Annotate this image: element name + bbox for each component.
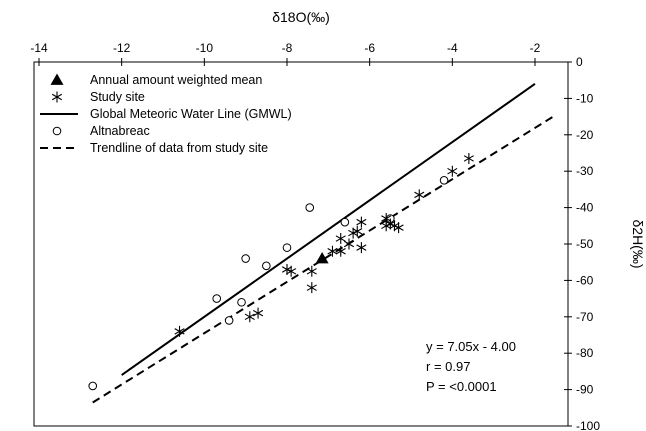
altnabreac-point (241, 254, 250, 263)
study-site-point (414, 189, 425, 201)
study-site-point (327, 245, 338, 257)
altnabreac-point (340, 217, 350, 227)
altnabreac-point (237, 297, 246, 307)
x-axis: -14 -12 -10 -8 -6 -4 -2 (30, 41, 541, 66)
legend: Annual amount weighted mean Study site Glo… (40, 73, 292, 155)
study-site-point (352, 225, 363, 237)
altnabreac-point (224, 316, 234, 325)
legend-swatch-asterisk (51, 91, 63, 103)
annotations: y = 7.05x - 4.00 r = 0.97 P = <0.0001 (426, 339, 516, 394)
y-tick-label: -20 (576, 128, 594, 142)
x-tick-label: -12 (113, 41, 131, 55)
legend-label: Trendline of data from study site (90, 141, 268, 155)
study-site-point (253, 307, 264, 319)
altnabreac-point (305, 203, 315, 212)
legend-swatch-filled-triangle (50, 73, 64, 85)
altnabreac-point (212, 294, 222, 303)
y-tick-label: -100 (576, 419, 600, 431)
y-tick-label: -40 (576, 201, 594, 215)
regression-annotation: r = 0.97 (426, 359, 470, 374)
study-site-point (174, 325, 185, 337)
y-tick-label: 0 (576, 55, 583, 69)
legend-label: Altnabreac (90, 124, 150, 138)
study-site-point (244, 311, 255, 323)
y-tick-label: -90 (576, 383, 594, 397)
study-site-point (356, 216, 367, 228)
altnabreac-point (439, 176, 449, 185)
study-site-point (335, 245, 346, 257)
legend-label: Study site (90, 90, 145, 104)
x-tick-label: -6 (364, 41, 375, 55)
legend-label: Global Meteoric Water Line (GMWL) (90, 107, 292, 121)
y-tick-label: -50 (576, 237, 594, 251)
regression-annotation: P = <0.0001 (426, 379, 497, 394)
weighted-mean-point (315, 252, 329, 264)
legend-swatch-open-circle (52, 126, 62, 136)
study-site-point (463, 152, 474, 164)
y-tick-label: -60 (576, 273, 594, 287)
x-tick-label: -14 (30, 41, 48, 55)
altnabreac-point (282, 243, 292, 252)
data-points (88, 152, 474, 391)
trend-lines (92, 83, 557, 404)
study-site-point (335, 233, 346, 245)
x-tick-label: -2 (530, 41, 541, 55)
study-site-point (447, 165, 458, 177)
study-site-point (343, 238, 355, 250)
y-tick-label: -10 (576, 91, 594, 105)
y-axis: 0 -10 -20 -30 -40 -50 -60 -70 -80 -90 -100 (564, 55, 600, 431)
y-tick-label: -80 (576, 346, 594, 360)
study-site-point (306, 282, 317, 294)
x-tick-label: -8 (282, 41, 293, 55)
altnabreac-point (262, 261, 271, 271)
x-tick-label: -10 (196, 41, 214, 55)
gmwl-line (121, 83, 536, 376)
x-axis-title: δ18O(‰) (272, 9, 330, 25)
y-tick-label: -30 (576, 164, 594, 178)
study-site-point (286, 265, 297, 277)
altnabreac-point (88, 381, 98, 391)
study-site-point (306, 265, 317, 277)
x-tick-label: -4 (447, 41, 458, 55)
study-site-point (393, 222, 404, 234)
y-tick-label: -70 (576, 310, 594, 324)
regression-annotation: y = 7.05x - 4.00 (426, 339, 516, 354)
legend-label: Annual amount weighted mean (90, 73, 262, 87)
study-site-point (356, 242, 367, 254)
y-axis-title: δ2H(‰) (630, 219, 646, 268)
